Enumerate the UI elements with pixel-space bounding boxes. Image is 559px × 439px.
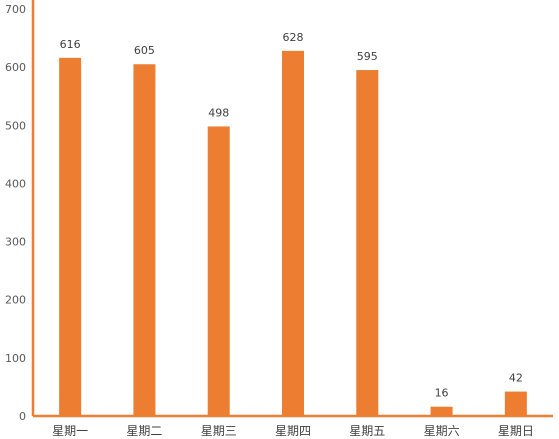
bar [504,391,527,416]
bars [59,50,527,417]
y-tick-label: 700 [5,3,26,16]
x-category-label: 星期日 [498,424,534,438]
y-tick-label: 0 [19,410,26,423]
y-tick-label: 200 [5,294,26,307]
data-labels: 616 605 498 628 595 16 42 [60,31,523,400]
bar [282,50,304,417]
y-tick-label: 400 [5,177,26,190]
y-tick-label: 100 [5,352,26,365]
y-tick-label: 300 [5,236,26,249]
x-category-label: 星期五 [349,424,385,438]
bar [207,126,230,416]
x-category-label: 星期四 [275,424,311,438]
x-category-label: 星期三 [201,424,237,438]
x-axis-categories: 星期一 星期二 星期三 星期四 星期五 星期六 星期日 [52,424,534,438]
y-tick-label: 500 [5,119,26,132]
bar [356,70,379,417]
bar [133,64,156,416]
bar [430,406,453,416]
data-label: 16 [435,387,449,400]
data-label: 605 [134,44,155,57]
x-category-label: 星期一 [52,424,88,438]
data-label: 616 [60,38,81,51]
x-category-label: 星期六 [424,424,460,438]
data-label: 42 [509,372,523,385]
y-axis-ticks: 0 100 200 300 400 500 600 700 [5,3,26,423]
data-label: 628 [283,31,304,44]
data-label: 498 [208,106,229,119]
y-tick-label: 600 [5,61,26,74]
data-label: 595 [357,50,378,63]
bar [59,57,82,417]
x-category-label: 星期二 [126,424,162,438]
